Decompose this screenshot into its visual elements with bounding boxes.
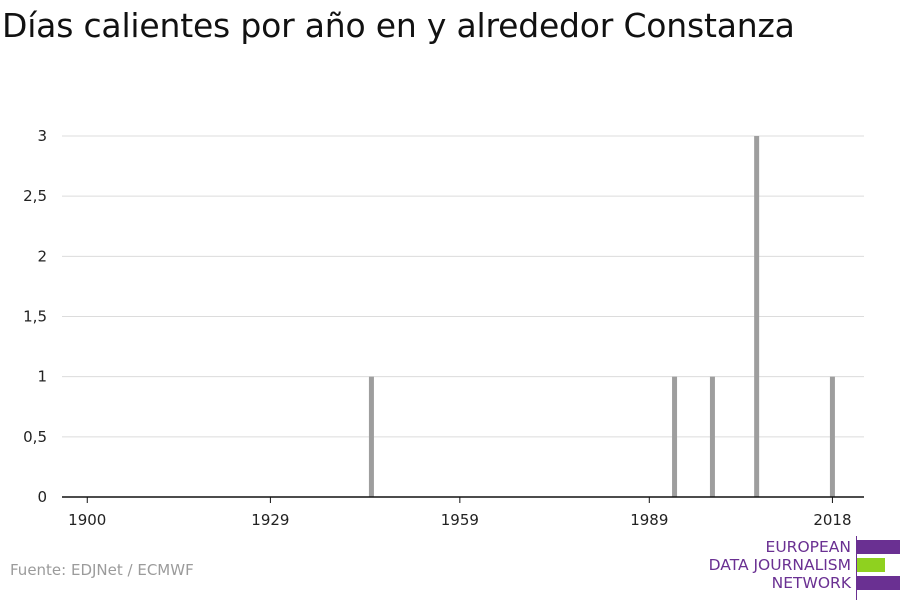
logo-bars-icon xyxy=(857,540,900,590)
x-tick-label: 1959 xyxy=(441,511,479,529)
x-tick-label: 1900 xyxy=(68,511,106,529)
logo-line-network: NETWORK xyxy=(771,574,851,592)
axes: 0 0,5 1 1,5 2 2,5 3 1900 1929 1959 1989 2018 xyxy=(23,127,864,529)
logo-divider xyxy=(856,536,857,600)
bar-2006 xyxy=(754,136,760,497)
bars xyxy=(368,136,835,497)
bar-1999 xyxy=(709,376,715,497)
grid-lines xyxy=(62,135,864,438)
x-tick-label: 1989 xyxy=(630,511,668,529)
logo-line-data-journalism: DATA JOURNALISM xyxy=(708,556,851,574)
y-tick-label: 2 xyxy=(37,247,47,265)
y-tick-label: 0 xyxy=(37,488,47,506)
y-tick-label: 1,5 xyxy=(23,308,47,326)
y-tick-label: 0,5 xyxy=(23,428,47,446)
bar-2018 xyxy=(829,376,835,497)
x-tick-label: 1929 xyxy=(251,511,289,529)
chart-title: Días calientes por año en y alrededor Co… xyxy=(2,6,795,45)
source-note: Fuente: EDJNet / ECMWF xyxy=(10,561,194,579)
y-tick-label: 1 xyxy=(37,368,47,386)
y-tick-label: 3 xyxy=(37,127,47,145)
chart-plot: 0 0,5 1 1,5 2 2,5 3 1900 1929 1959 1989 2018 xyxy=(23,127,864,529)
logo-line-european: EUROPEAN xyxy=(765,538,851,556)
bar-1993 xyxy=(672,376,678,497)
bar-1945 xyxy=(368,376,374,497)
edjnet-logo: EUROPEAN DATA JOURNALISM NETWORK xyxy=(700,536,900,600)
x-tick-label: 2018 xyxy=(813,511,851,529)
y-tick-label: 2,5 xyxy=(23,187,47,205)
